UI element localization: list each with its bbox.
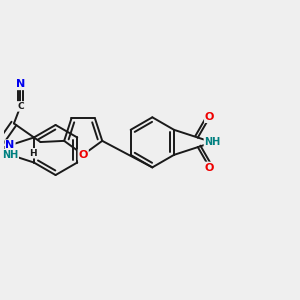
Text: NH: NH <box>204 137 221 147</box>
Text: O: O <box>205 112 214 122</box>
Text: NH: NH <box>2 150 18 160</box>
Text: C: C <box>17 102 24 111</box>
Text: O: O <box>79 150 88 160</box>
Text: H: H <box>29 149 37 158</box>
Text: O: O <box>205 163 214 172</box>
Text: N: N <box>5 140 15 150</box>
Text: N: N <box>16 79 25 89</box>
